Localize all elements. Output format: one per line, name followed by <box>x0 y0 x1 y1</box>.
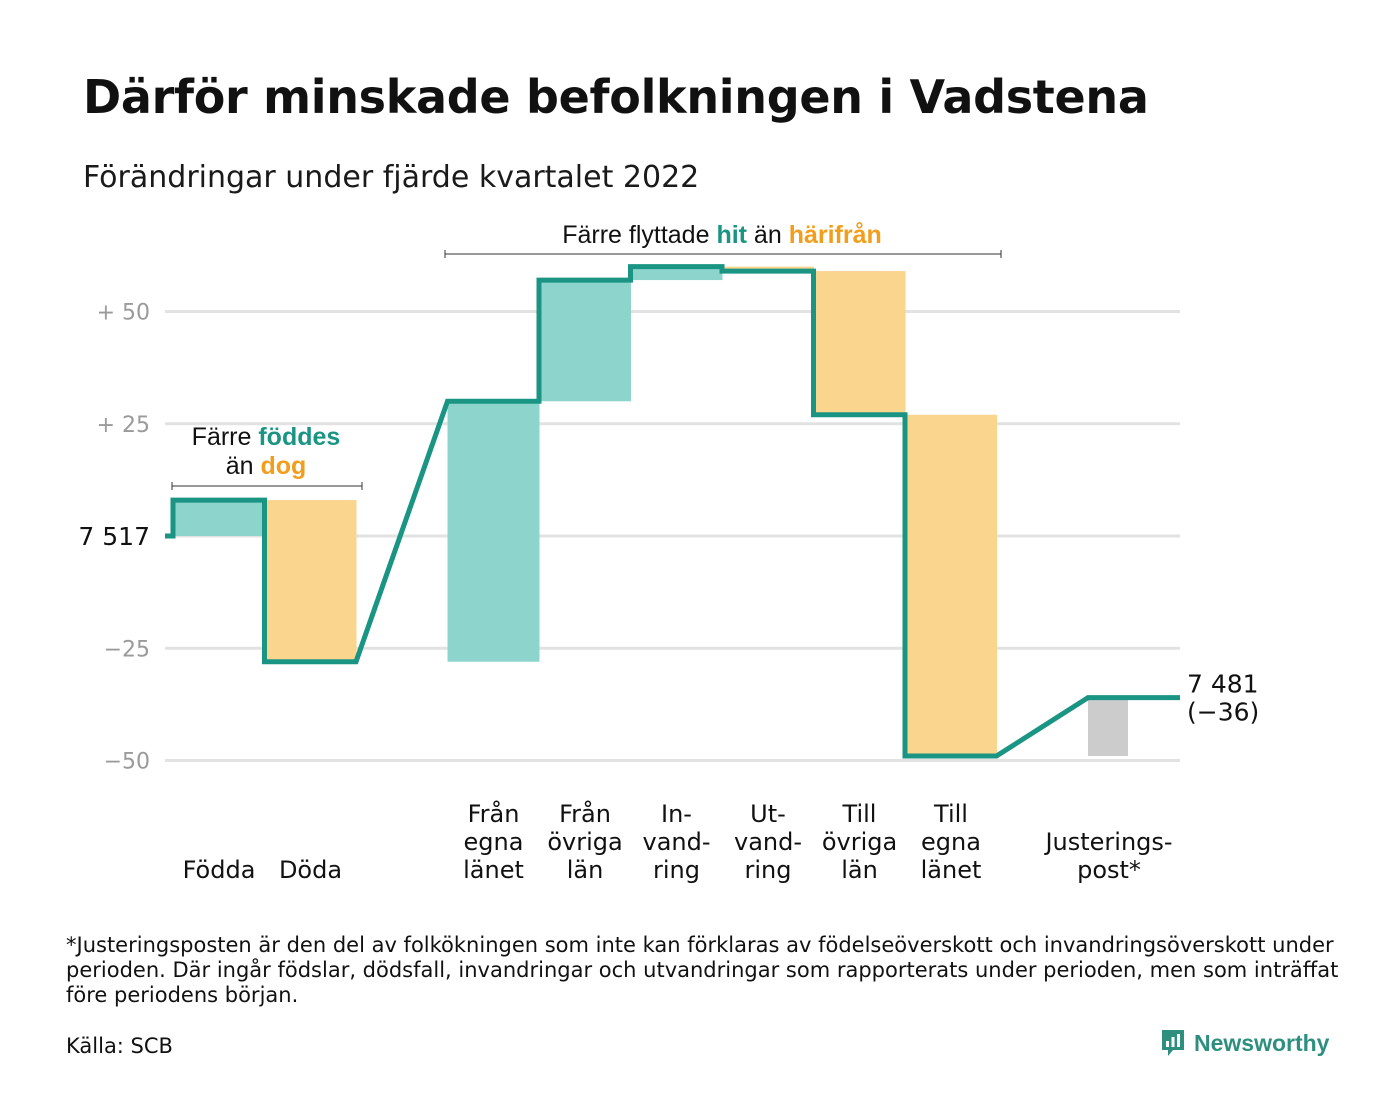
category-label: Till <box>933 800 968 828</box>
bar-8 <box>1088 697 1128 757</box>
category-label: Justerings- <box>1043 828 1172 856</box>
y-tick-label: + 25 <box>97 413 150 438</box>
brand-name: Newsworthy <box>1194 1029 1330 1056</box>
start-value-label: 7 517 <box>78 522 150 551</box>
bar-2 <box>447 401 540 662</box>
category-label: Till <box>842 800 877 828</box>
category-label: länet <box>921 856 982 884</box>
category-label: Födda <box>183 856 256 884</box>
bar-0 <box>173 500 265 536</box>
category-label: län <box>841 856 878 884</box>
moves-annotation: Färre flyttade hit än härifrån <box>562 221 882 249</box>
category-label: Från <box>559 799 611 828</box>
category-label: Döda <box>279 856 342 884</box>
category-label: vand- <box>642 828 710 856</box>
category-label: Från <box>468 799 520 828</box>
bar-3 <box>539 280 631 402</box>
newsworthy-chart-icon <box>1162 1030 1184 1056</box>
chart-title: Därför minskade befolkningen i Vadstena <box>83 70 1149 124</box>
category-label: övriga <box>547 828 622 856</box>
y-tick-label: −50 <box>104 750 150 775</box>
category-label: övriga <box>822 828 897 856</box>
end-value-label: (−36) <box>1187 698 1259 727</box>
births-annotation-line2: än dog <box>226 452 307 480</box>
chart-subtitle: Förändringar under fjärde kvartalet 2022 <box>83 160 700 195</box>
category-label: län <box>567 856 604 884</box>
category-label: ring <box>653 856 700 884</box>
category-label: vand- <box>734 828 802 856</box>
bar-4 <box>630 266 723 281</box>
category-label: Ut- <box>750 800 786 828</box>
category-label: ring <box>745 856 792 884</box>
end-value-label: 7 481 <box>1187 670 1259 699</box>
cumulative-line <box>165 264 1180 759</box>
newsworthy-logo[interactable]: Newsworthy <box>1160 1028 1329 1058</box>
category-label: In- <box>661 800 692 828</box>
births-annotation-line1: Färre föddes <box>192 423 341 451</box>
category-label: egna <box>921 828 981 856</box>
category-label: länet <box>463 856 524 884</box>
source-note: Källa: SCB <box>66 1034 173 1058</box>
bar-7 <box>905 414 997 757</box>
category-label: egna <box>464 828 524 856</box>
y-tick-label: + 50 <box>97 301 150 326</box>
footnote: *Justeringsposten är den del av folkökni… <box>66 933 1339 1007</box>
category-label: post* <box>1077 856 1141 884</box>
y-tick-label: −25 <box>104 637 150 662</box>
bar-1 <box>264 500 357 662</box>
bar-6 <box>813 271 906 415</box>
